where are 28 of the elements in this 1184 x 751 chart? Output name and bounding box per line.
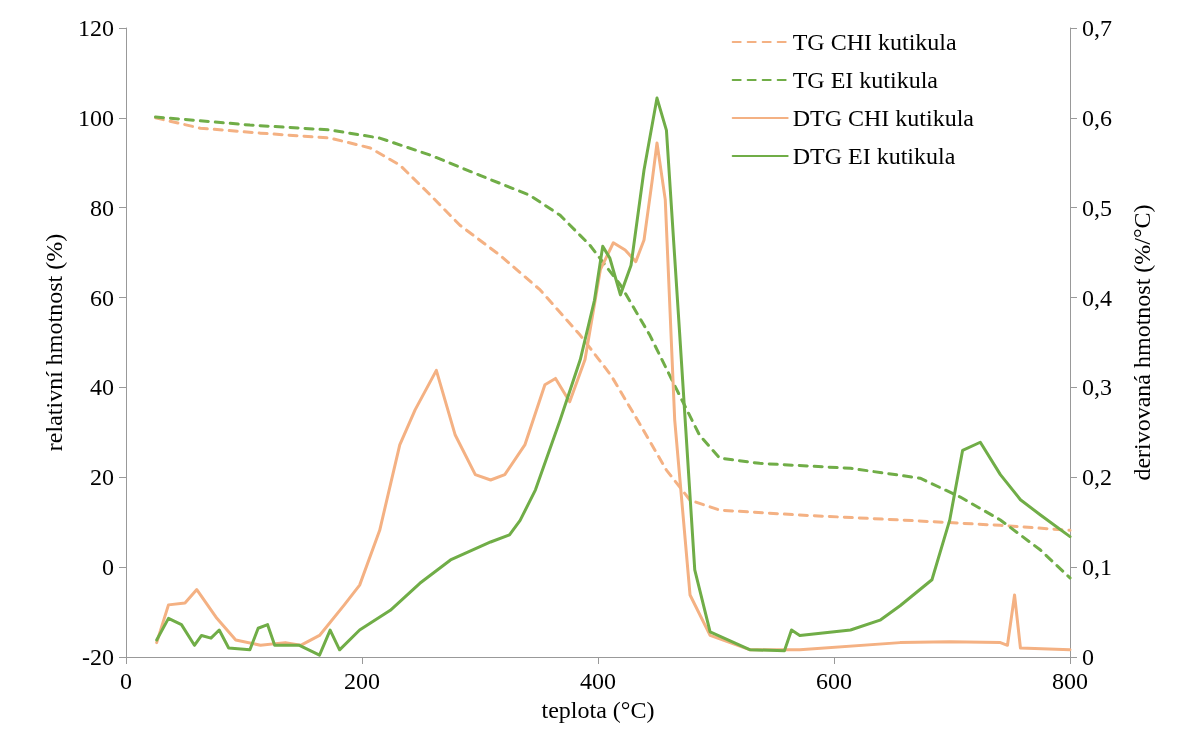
x-axis-title: teplota (°C) xyxy=(541,696,655,723)
y2-tick-label: 0,5 xyxy=(1082,194,1112,221)
y-tick-label: 100 xyxy=(78,104,114,131)
y-tick-label: 0 xyxy=(102,554,114,581)
y2-tick-label: 0,2 xyxy=(1082,464,1112,491)
y-tick-label: -20 xyxy=(82,644,114,670)
y2-axis-title: derivovaná hmotnost (%/°C) xyxy=(1129,204,1155,481)
y2-tick-label: 0,4 xyxy=(1082,284,1112,311)
y2-tick-label: 0,1 xyxy=(1082,554,1112,581)
y-tick-label: 120 xyxy=(78,15,114,41)
legend-label: TG CHI kutikula xyxy=(792,29,958,55)
legend-label: DTG EI kutikula xyxy=(792,143,956,169)
y-tick-label: 40 xyxy=(90,374,114,401)
y-axis-title: relativní hmotnost (%) xyxy=(41,233,67,452)
x-tick-label: 400 xyxy=(580,668,616,694)
y2-tick-label: 0,6 xyxy=(1082,104,1112,131)
y2-tick-label: 0,7 xyxy=(1082,15,1112,41)
legend-label: TG EI kutikula xyxy=(792,67,939,93)
x-tick-label: 200 xyxy=(344,668,380,694)
y-tick-label: 60 xyxy=(90,284,114,311)
y2-tick-label: 0 xyxy=(1082,644,1094,670)
x-tick-label: 0 xyxy=(120,668,132,694)
x-tick-label: 800 xyxy=(1052,668,1088,694)
y-tick-label: 20 xyxy=(90,464,114,491)
y-tick-label: 80 xyxy=(90,194,114,221)
x-tick-label: 600 xyxy=(816,668,852,694)
legend-label: DTG CHI kutikula xyxy=(792,105,975,131)
y2-tick-label: 0,3 xyxy=(1082,374,1112,401)
